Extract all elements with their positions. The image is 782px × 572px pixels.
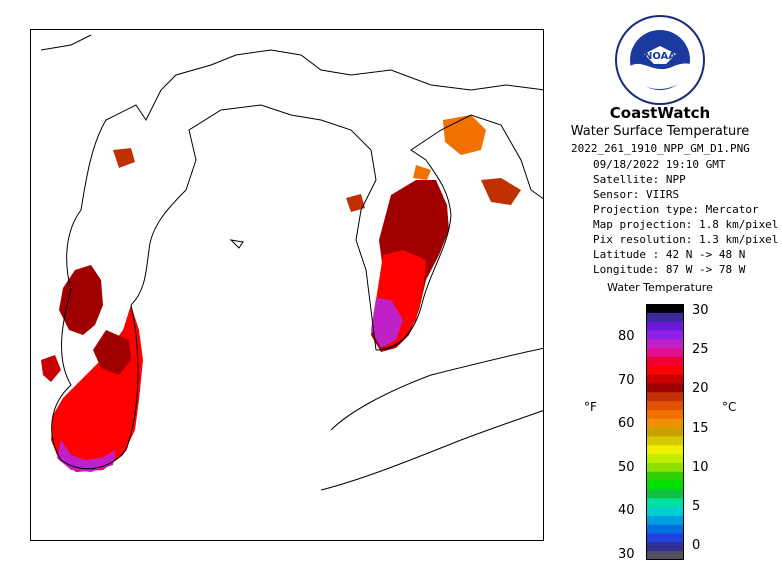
color-swatch [646,304,684,314]
lake-michigan-coast [51,54,237,470]
color-swatch [646,498,684,508]
lake-huron-coast [375,114,543,351]
fahrenheit-tick: 50 [618,459,635,475]
color-scale-bar [646,304,684,560]
celsius-tick: 10 [692,459,709,475]
color-swatch [646,515,684,526]
color-swatch [646,356,684,367]
fahrenheit-tick: 60 [618,416,635,432]
fahrenheit-tick: 40 [618,503,635,519]
color-swatch [646,533,684,543]
upper-peninsula-coast [235,49,543,91]
color-swatch [646,409,684,420]
celsius-tick: 0 [692,538,701,553]
color-swatch [646,445,684,455]
filename-label: 2022_261_1910_NPP_GM_D1.PNG [571,142,750,155]
latitude-label: Latitude : 42 N -> 48 N [593,248,746,261]
color-swatch [646,401,684,411]
color-swatch [646,480,684,490]
fahrenheit-tick: 30 [618,546,635,562]
noaa-logo: NOAA [614,14,706,106]
color-swatch [646,374,684,384]
color-swatch [646,436,684,446]
color-swatch [646,339,684,349]
fahrenheit-tick: 80 [618,329,635,345]
michigan-peninsula-coast [130,104,377,351]
projection-type-label: Projection type: Mercator [593,203,759,216]
product-subtitle: Water Surface Temperature [570,124,750,139]
sensor-label: Sensor: VIIRS [593,188,680,201]
color-swatch [646,418,684,429]
map-projection-label: Map projection: 1.8 km/pixel [593,218,779,231]
svg-text:NOAA: NOAA [644,51,676,62]
celsius-tick: 30 [692,303,709,318]
color-swatch [646,542,684,552]
color-swatch [646,524,684,535]
color-swatch [646,365,684,376]
celsius-tick: 5 [692,498,701,514]
app-title: CoastWatch [609,104,711,122]
longitude-label: Longitude: 87 W -> 78 W [593,263,746,276]
color-swatch [646,454,684,464]
color-swatch [646,551,684,560]
fahrenheit-tick: 70 [618,372,635,388]
color-swatch [646,383,684,393]
color-swatch [646,321,684,331]
color-swatch [646,348,684,358]
celsius-tick: 15 [692,420,709,436]
legend-title: Water Temperature [607,281,713,294]
color-swatch [646,462,684,473]
sst-map [30,29,544,541]
color-swatch [646,392,684,402]
celsius-tick: 20 [692,381,709,397]
lake-erie-coast [330,347,543,431]
color-swatch [646,489,684,499]
color-swatch [646,471,684,482]
satellite-label: Satellite: NPP [593,173,686,186]
color-swatch [646,312,684,323]
lake-michigan-dark [59,265,103,335]
celsius-unit: °C [722,400,737,414]
pix-resolution-label: Pix resolution: 1.3 km/pixel [593,233,779,246]
datetime-label: 09/18/2022 19:10 GMT [593,158,726,171]
fahrenheit-unit: °F [584,400,597,414]
color-swatch [646,507,684,517]
color-swatch [646,427,684,437]
color-swatch [646,330,684,340]
celsius-tick: 25 [692,342,709,358]
